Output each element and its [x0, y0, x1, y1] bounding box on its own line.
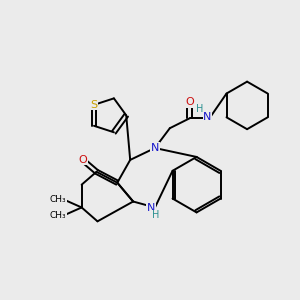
Text: O: O: [78, 155, 87, 165]
Text: H: H: [152, 210, 160, 220]
Text: H: H: [196, 104, 203, 114]
Text: CH₃: CH₃: [50, 211, 66, 220]
Text: O: O: [185, 98, 194, 107]
Text: N: N: [203, 112, 212, 122]
Text: S: S: [90, 100, 98, 110]
Text: CH₃: CH₃: [50, 195, 66, 204]
Text: N: N: [151, 143, 159, 153]
Text: N: N: [147, 203, 155, 214]
